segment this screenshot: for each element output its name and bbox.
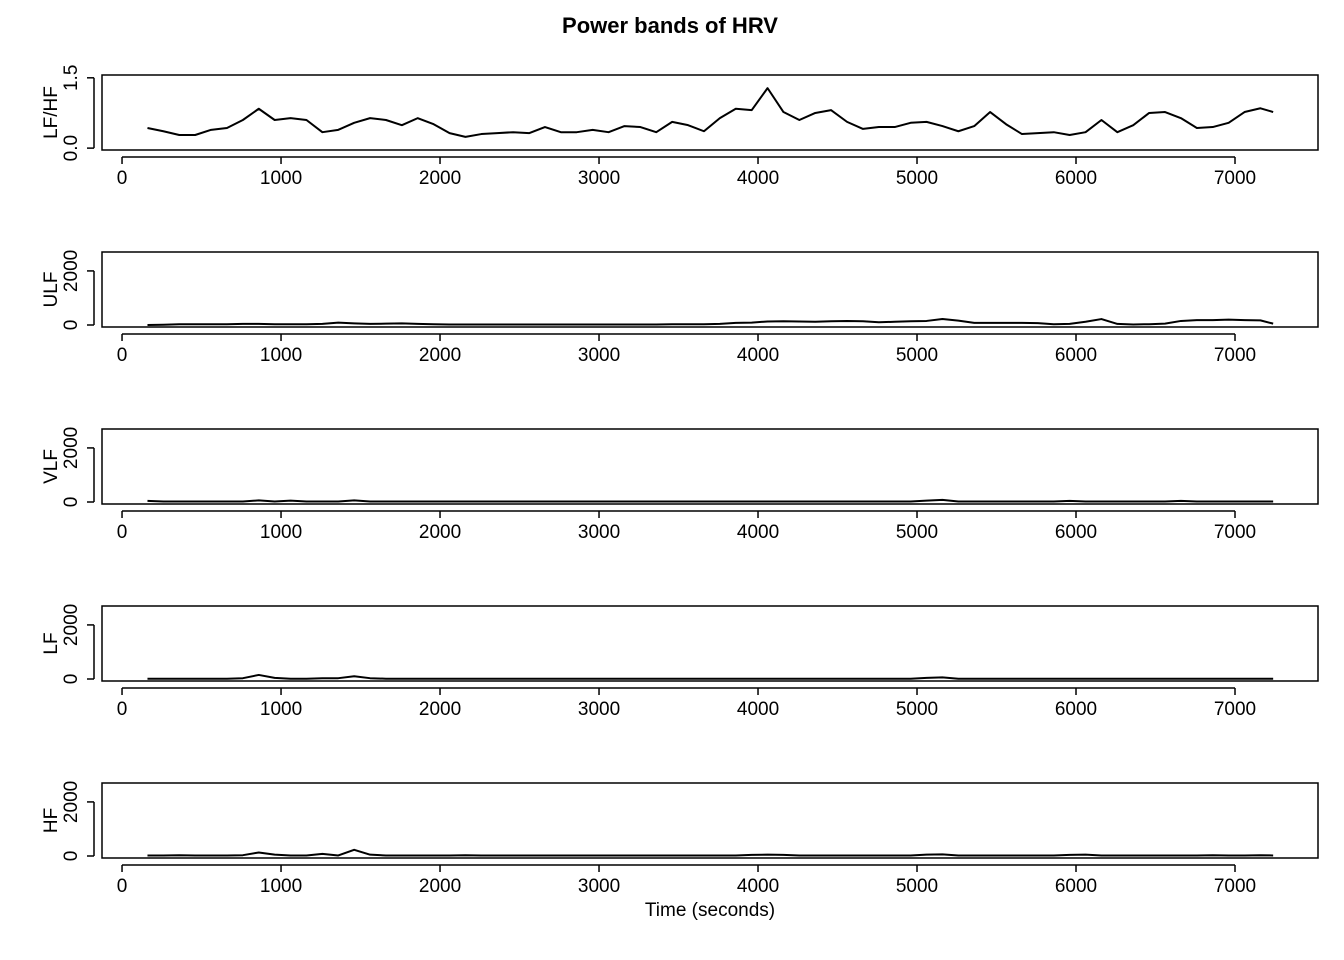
y-axis-label: ULF <box>41 272 62 308</box>
x-tick-label: 3000 <box>578 345 620 366</box>
x-tick-label: 7000 <box>1214 699 1256 720</box>
x-tick-label: 6000 <box>1055 699 1097 720</box>
plot-frame <box>101 74 1319 151</box>
x-tick-label: 4000 <box>737 522 779 543</box>
data-line <box>147 87 1274 138</box>
x-tick-label: 1000 <box>260 522 302 543</box>
y-tick-label: 2000 <box>61 781 82 823</box>
data-line <box>147 498 1274 503</box>
y-tick-label: 0 <box>61 674 82 685</box>
y-tick-label: 0 <box>61 320 82 331</box>
x-tick-label: 3000 <box>578 699 620 720</box>
x-tick-label: 2000 <box>419 876 461 897</box>
x-tick-label: 2000 <box>419 345 461 366</box>
x-tick-label: 5000 <box>896 876 938 897</box>
y-tick-label: 0.0 <box>61 135 82 161</box>
x-tick-label: 7000 <box>1214 345 1256 366</box>
y-axis-label: HF <box>41 808 62 833</box>
plot-frame <box>101 782 1319 859</box>
x-tick-label: 0 <box>117 168 128 189</box>
x-tick-label: 4000 <box>737 699 779 720</box>
data-line <box>147 318 1274 326</box>
x-tick-label: 0 <box>117 876 128 897</box>
x-tick-label: 3000 <box>578 522 620 543</box>
y-axis-label: LF/HF <box>41 86 62 139</box>
x-tick-label: 4000 <box>737 345 779 366</box>
x-tick-label: 7000 <box>1214 522 1256 543</box>
x-tick-label: 3000 <box>578 168 620 189</box>
x-tick-label: 3000 <box>578 876 620 897</box>
plot-frame <box>101 428 1319 505</box>
x-tick-label: 2000 <box>419 168 461 189</box>
plot-frame <box>101 605 1319 682</box>
x-tick-label: 1000 <box>260 168 302 189</box>
y-axis-label: VLF <box>41 449 62 484</box>
x-tick-label: 0 <box>117 345 128 366</box>
x-tick-label: 7000 <box>1214 876 1256 897</box>
x-axis-label: Time (seconds) <box>645 900 775 921</box>
data-line <box>147 673 1274 680</box>
x-tick-label: 5000 <box>896 168 938 189</box>
y-tick-label: 0 <box>61 851 82 862</box>
y-tick-label: 2000 <box>61 604 82 646</box>
y-tick-label: 2000 <box>61 250 82 292</box>
x-tick-label: 5000 <box>896 522 938 543</box>
y-tick-label: 2000 <box>61 427 82 469</box>
x-tick-label: 1000 <box>260 876 302 897</box>
x-tick-label: 6000 <box>1055 876 1097 897</box>
x-tick-label: 2000 <box>419 522 461 543</box>
x-tick-label: 6000 <box>1055 522 1097 543</box>
x-tick-label: 1000 <box>260 345 302 366</box>
y-tick-label: 1.5 <box>61 65 82 91</box>
x-tick-label: 6000 <box>1055 168 1097 189</box>
y-tick-label: 0 <box>61 497 82 508</box>
x-tick-label: 0 <box>117 522 128 543</box>
x-tick-label: 5000 <box>896 699 938 720</box>
x-tick-label: 6000 <box>1055 345 1097 366</box>
x-tick-label: 7000 <box>1214 168 1256 189</box>
x-tick-label: 0 <box>117 699 128 720</box>
x-tick-label: 5000 <box>896 345 938 366</box>
plot-frame <box>101 251 1319 328</box>
x-tick-label: 4000 <box>737 168 779 189</box>
figure-title: Power bands of HRV <box>562 13 778 38</box>
x-tick-label: 4000 <box>737 876 779 897</box>
x-tick-label: 1000 <box>260 699 302 720</box>
y-axis-label: LF <box>41 632 62 654</box>
x-tick-label: 2000 <box>419 699 461 720</box>
data-line <box>147 848 1274 857</box>
